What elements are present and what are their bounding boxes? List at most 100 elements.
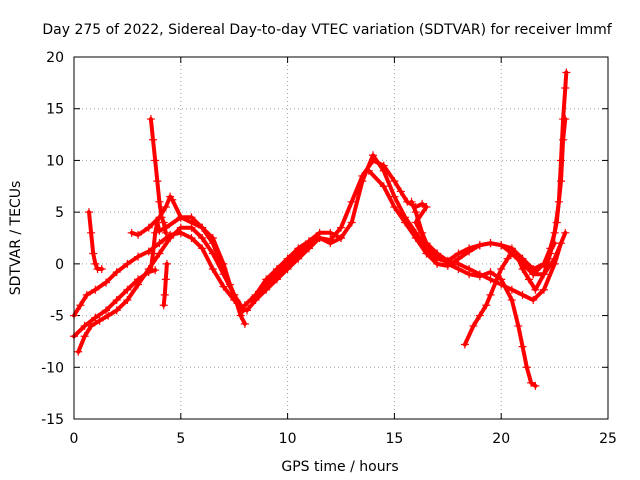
y-axis-label: SDTVAR / TECUs: [8, 181, 24, 296]
data-point: [539, 285, 548, 294]
data-point: [524, 275, 533, 284]
data-point: [422, 202, 431, 211]
data-point: [411, 234, 420, 242]
data-point: [486, 268, 495, 277]
series-arc-12: [84, 208, 106, 274]
plot-frame: [73, 56, 609, 420]
chart-title: Day 275 of 2022, Sidereal Day-to-day VTE…: [42, 22, 612, 38]
data-point: [112, 268, 121, 277]
series-line: [249, 158, 568, 303]
data-point: [97, 265, 106, 274]
data-point: [482, 301, 491, 310]
data-point: [134, 252, 143, 261]
data-point: [514, 321, 523, 330]
data-point: [162, 259, 171, 268]
series-layer: [70, 68, 571, 390]
data-point: [531, 285, 540, 294]
data-point: [557, 156, 566, 165]
data-point: [166, 234, 175, 242]
data-point: [529, 296, 538, 305]
data-point: [151, 156, 160, 165]
y-tick-label: 0: [55, 257, 64, 273]
data-point: [144, 223, 153, 232]
y-tick-label: 10: [46, 153, 64, 169]
data-point: [155, 226, 164, 235]
data-point: [134, 280, 143, 289]
data-point: [112, 296, 121, 305]
data-point: [475, 241, 484, 250]
data-point: [454, 265, 463, 274]
data-point: [240, 301, 249, 310]
data-point: [454, 254, 463, 263]
data-point: [91, 285, 100, 294]
data-point: [74, 347, 83, 356]
data-point: [123, 296, 132, 305]
data-point: [562, 68, 571, 77]
data-point: [561, 84, 570, 93]
data-point: [418, 228, 427, 237]
data-point: [187, 213, 196, 222]
data-point: [91, 313, 100, 322]
data-point: [315, 234, 324, 242]
data-point: [401, 218, 410, 227]
data-point: [531, 381, 540, 390]
y-tick-label: -10: [41, 360, 64, 376]
data-point: [87, 228, 96, 237]
data-point: [433, 249, 442, 258]
data-point: [243, 306, 252, 315]
data-point: [87, 321, 96, 330]
series-arc-6: [240, 151, 566, 310]
data-point: [396, 187, 405, 196]
data-point: [518, 265, 527, 274]
data-point: [539, 270, 548, 279]
data-point: [379, 182, 388, 191]
data-point: [283, 259, 292, 268]
data-point: [112, 306, 121, 315]
data-point: [198, 223, 207, 232]
data-point: [230, 290, 239, 299]
series-arc-5: [146, 213, 249, 328]
data-point: [91, 259, 100, 268]
data-point: [539, 259, 548, 268]
data-point: [95, 316, 104, 325]
data-point: [379, 161, 388, 170]
data-point: [168, 195, 177, 204]
data-point: [418, 199, 427, 208]
data-point: [76, 301, 85, 310]
x-tick-label: 10: [279, 431, 297, 447]
data-point: [149, 135, 158, 144]
data-point: [390, 192, 399, 201]
x-tick-labels: 0 5 10 15 20 25: [70, 431, 617, 447]
y-tick-label: 5: [55, 205, 64, 221]
data-point: [507, 249, 516, 258]
x-tick-label: 5: [176, 431, 185, 447]
x-tick-label: 15: [385, 431, 403, 447]
data-point: [518, 342, 527, 351]
data-point: [272, 270, 281, 279]
data-point: [546, 244, 555, 253]
data-point: [364, 166, 373, 175]
data-point: [80, 332, 89, 341]
data-point: [369, 156, 378, 165]
data-point: [127, 228, 136, 237]
data-point: [208, 265, 217, 274]
data-point: [326, 228, 335, 237]
data-point: [497, 241, 506, 250]
series-line: [242, 153, 563, 308]
data-point: [561, 228, 570, 237]
data-point: [486, 239, 495, 248]
data-point: [518, 290, 527, 299]
data-point: [486, 290, 495, 299]
x-axis-label: GPS time / hours: [281, 459, 398, 475]
data-point: [422, 249, 431, 258]
data-point: [390, 177, 399, 186]
series-line: [76, 225, 243, 354]
data-point: [102, 278, 111, 287]
data-point: [219, 282, 228, 291]
data-point: [514, 254, 523, 263]
data-point: [84, 208, 93, 217]
data-point: [326, 236, 335, 245]
data-point: [176, 223, 185, 232]
data-point: [407, 197, 416, 206]
data-point: [460, 340, 469, 349]
